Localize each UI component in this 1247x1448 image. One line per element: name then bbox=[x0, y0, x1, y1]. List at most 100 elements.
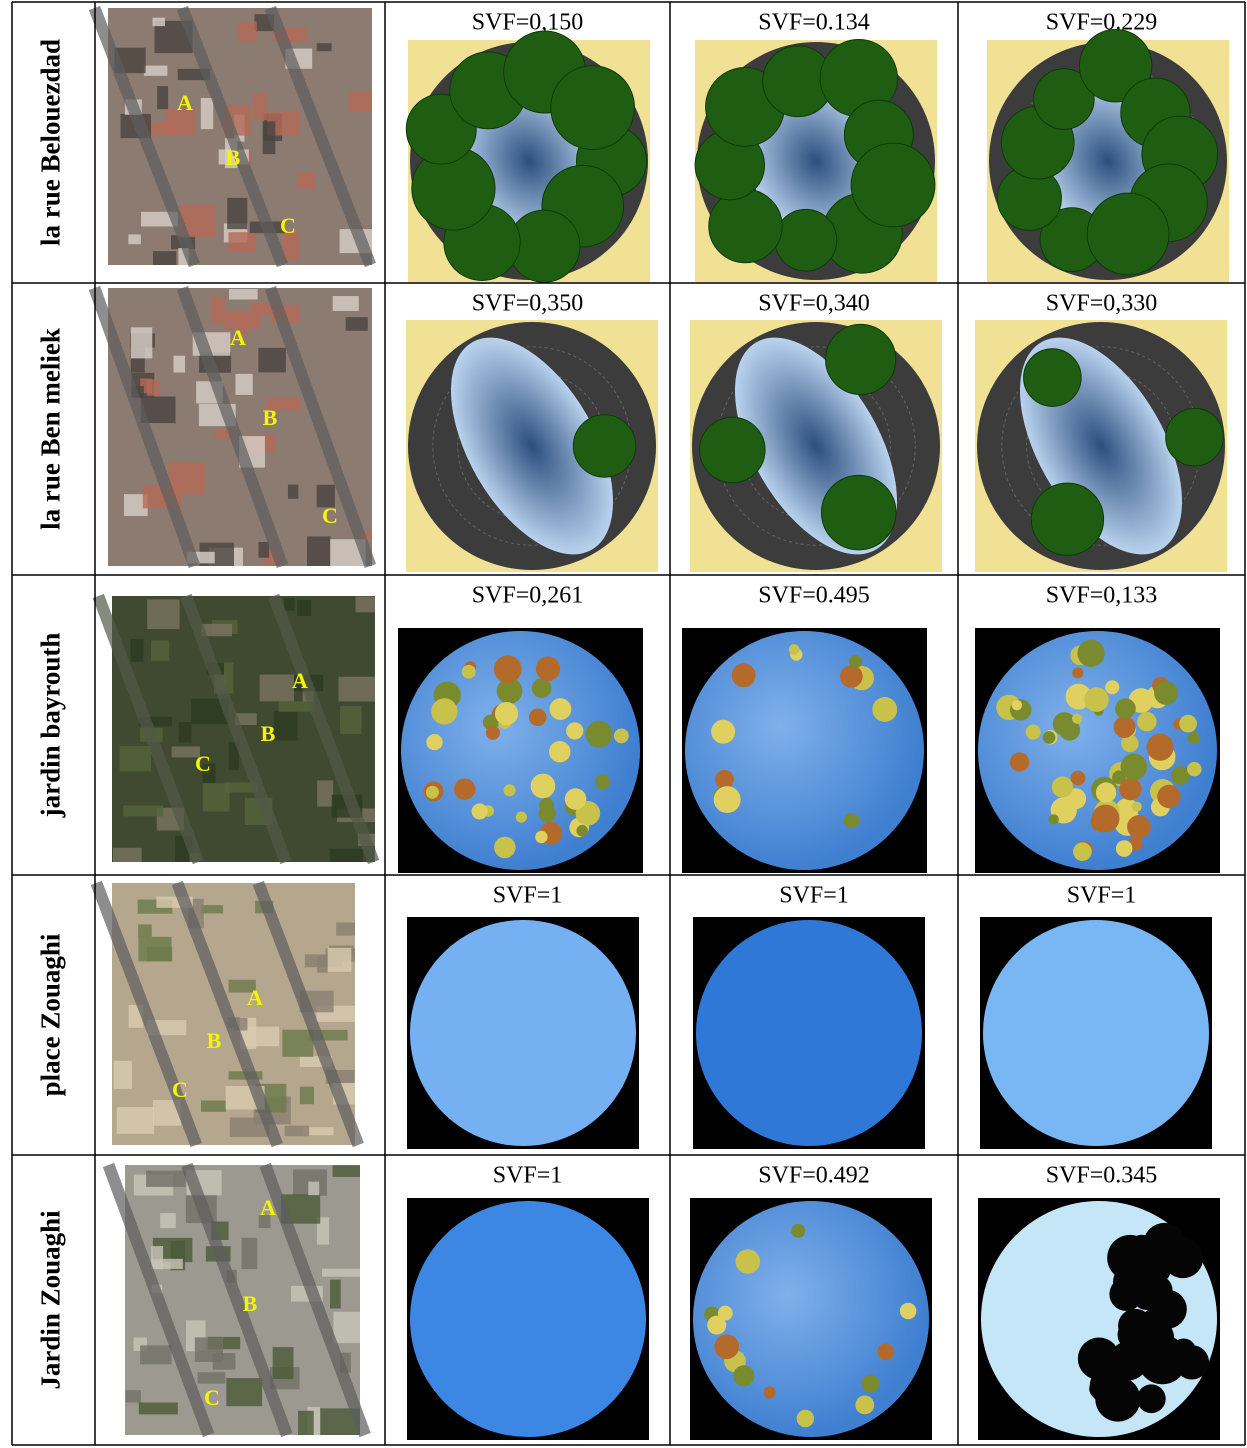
satellite-block bbox=[321, 1268, 360, 1277]
satellite-block bbox=[355, 596, 375, 613]
point-label: A bbox=[247, 985, 263, 1010]
satellite-block bbox=[125, 1390, 141, 1403]
fisheye-image bbox=[407, 917, 639, 1149]
fisheye-tree bbox=[1086, 192, 1170, 276]
satellite-block bbox=[123, 494, 148, 516]
svf-label: SVF=1 bbox=[493, 1163, 563, 1189]
fisheye-tree bbox=[550, 65, 635, 151]
fisheye-leaf bbox=[549, 741, 571, 763]
fisheye-leaf bbox=[1113, 715, 1136, 738]
fisheye-image bbox=[690, 1198, 932, 1440]
satellite-street bbox=[88, 285, 201, 569]
fisheye-leaf bbox=[1105, 680, 1120, 695]
fisheye-image bbox=[694, 38, 937, 282]
svf-label: SVF=1 bbox=[1067, 883, 1137, 909]
satellite-block bbox=[317, 780, 334, 807]
point-label: A bbox=[177, 90, 193, 115]
fisheye-leaf bbox=[848, 655, 863, 669]
satellite-block bbox=[186, 551, 215, 564]
fisheye-sky bbox=[410, 920, 636, 1146]
fisheye-leaf bbox=[471, 803, 488, 820]
fisheye-leaf bbox=[1009, 752, 1030, 772]
satellite-block bbox=[345, 317, 368, 331]
satellite-block bbox=[138, 1402, 178, 1415]
satellite-block bbox=[258, 1215, 271, 1229]
satellite-block bbox=[299, 1056, 332, 1067]
row-label: place Zouaghi bbox=[36, 933, 66, 1096]
fisheye-leaf bbox=[788, 644, 800, 655]
fisheye-sky bbox=[696, 920, 922, 1146]
satellite-block bbox=[252, 92, 268, 121]
fisheye-leaf bbox=[585, 720, 613, 748]
satellite-block bbox=[282, 231, 300, 261]
satellite-block bbox=[316, 43, 332, 52]
fisheye-grid bbox=[716, 346, 916, 546]
satellite-block bbox=[156, 896, 193, 908]
point-label: B bbox=[263, 405, 278, 430]
point-label: C bbox=[322, 503, 338, 528]
satellite-block bbox=[241, 1237, 258, 1270]
fisheye-leaf bbox=[1091, 804, 1120, 833]
fisheye-image bbox=[975, 320, 1227, 572]
satellite-block bbox=[273, 710, 298, 741]
satellite-block bbox=[197, 1372, 226, 1384]
satellite-block bbox=[272, 1347, 294, 1380]
satellite-block bbox=[141, 211, 178, 227]
satellite-block bbox=[202, 783, 230, 812]
fisheye-leaf bbox=[566, 722, 584, 740]
fisheye-leaf bbox=[535, 656, 561, 681]
fisheye-leaf bbox=[1137, 711, 1157, 732]
satellite-block bbox=[333, 1311, 360, 1344]
fisheye-tree bbox=[774, 208, 838, 272]
svf-label: SVF=1 bbox=[779, 883, 849, 909]
satellite-block bbox=[329, 848, 363, 862]
satellite-block bbox=[128, 234, 141, 245]
fisheye-leaf bbox=[453, 778, 476, 800]
satellite-image bbox=[88, 5, 376, 268]
fisheye-leaf bbox=[1011, 699, 1023, 711]
fisheye-leaf bbox=[1070, 770, 1086, 786]
fisheye-sky bbox=[685, 631, 924, 870]
satellite-block bbox=[146, 379, 161, 396]
fisheye-sky bbox=[983, 920, 1209, 1146]
satellite-block bbox=[284, 598, 295, 611]
row-label: la rue Belouezdad bbox=[36, 39, 66, 246]
fisheye-leaf bbox=[733, 1365, 755, 1387]
fisheye-image bbox=[987, 29, 1229, 282]
satellite-block bbox=[202, 763, 216, 783]
svf-label: SVF=0,330 bbox=[1046, 291, 1158, 317]
fisheye-tree bbox=[1030, 482, 1105, 556]
satellite-block bbox=[151, 640, 170, 661]
satellite-block bbox=[237, 313, 248, 335]
fisheye-leaf bbox=[485, 725, 500, 740]
satellite-block bbox=[214, 429, 235, 439]
satellite-block bbox=[297, 599, 312, 617]
fisheye-leaf bbox=[899, 1302, 917, 1320]
fisheye-leaf bbox=[1127, 815, 1151, 839]
fisheye-leaf bbox=[1042, 731, 1056, 744]
fisheye-leaf bbox=[1119, 777, 1142, 801]
satellite-block bbox=[178, 248, 189, 265]
fisheye-leaf bbox=[735, 1249, 761, 1274]
fisheye-image bbox=[980, 917, 1212, 1149]
satellite-block bbox=[284, 1125, 310, 1137]
satellite-block bbox=[348, 91, 372, 112]
svf-label: SVF=0.492 bbox=[758, 1163, 870, 1189]
fisheye-image bbox=[407, 1198, 649, 1440]
satellite-block bbox=[210, 296, 225, 324]
table-row: Jardin Zouaghi A B C SVF=1 SVF=0.492 SVF=0.345 bbox=[36, 1162, 1220, 1440]
satellite-block bbox=[235, 373, 253, 395]
fisheye-leaf bbox=[431, 698, 458, 725]
fisheye-leaf bbox=[576, 824, 588, 837]
satellite-block bbox=[138, 936, 172, 962]
fisheye-leaf bbox=[425, 785, 439, 799]
satellite-block bbox=[336, 922, 355, 936]
fisheye-leaf bbox=[493, 655, 522, 683]
fisheye-tree bbox=[708, 188, 783, 264]
svf-label: SVF=0,340 bbox=[758, 291, 870, 317]
satellite-image bbox=[102, 1162, 371, 1438]
point-label: C bbox=[195, 751, 211, 776]
satellite-block bbox=[228, 742, 240, 770]
satellite-block bbox=[116, 1107, 155, 1134]
